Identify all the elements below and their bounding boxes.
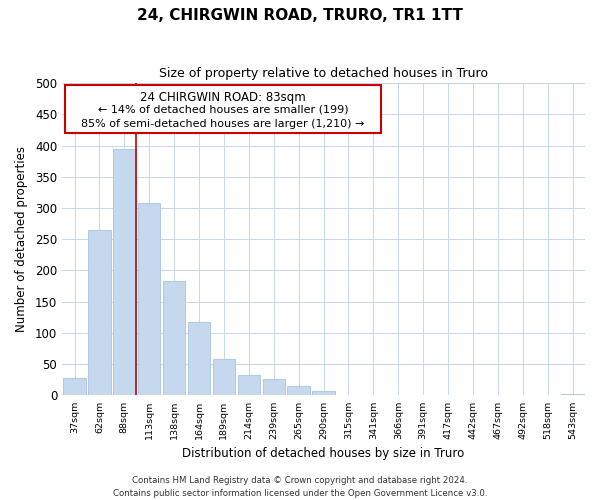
Bar: [65, 84, 381, 133]
Bar: [238, 376, 260, 396]
Bar: [64, 378, 86, 396]
Bar: [88, 230, 110, 396]
Y-axis label: Number of detached properties: Number of detached properties: [15, 146, 28, 332]
Bar: [163, 281, 185, 396]
Title: Size of property relative to detached houses in Truro: Size of property relative to detached ho…: [159, 68, 488, 80]
Bar: [562, 394, 584, 396]
Text: 24 CHIRGWIN ROAD: 83sqm: 24 CHIRGWIN ROAD: 83sqm: [140, 91, 306, 104]
Bar: [263, 379, 285, 396]
Text: 24, CHIRGWIN ROAD, TRURO, TR1 1TT: 24, CHIRGWIN ROAD, TRURO, TR1 1TT: [137, 8, 463, 22]
Bar: [313, 391, 335, 396]
X-axis label: Distribution of detached houses by size in Truro: Distribution of detached houses by size …: [182, 447, 464, 460]
Text: 85% of semi-detached houses are larger (1,210) →: 85% of semi-detached houses are larger (…: [81, 119, 365, 129]
Bar: [113, 148, 136, 396]
Bar: [138, 203, 160, 396]
Bar: [213, 359, 235, 396]
Bar: [337, 395, 359, 396]
Text: Contains HM Land Registry data © Crown copyright and database right 2024.
Contai: Contains HM Land Registry data © Crown c…: [113, 476, 487, 498]
Text: ← 14% of detached houses are smaller (199): ← 14% of detached houses are smaller (19…: [98, 105, 348, 115]
Bar: [287, 386, 310, 396]
Bar: [188, 322, 210, 396]
